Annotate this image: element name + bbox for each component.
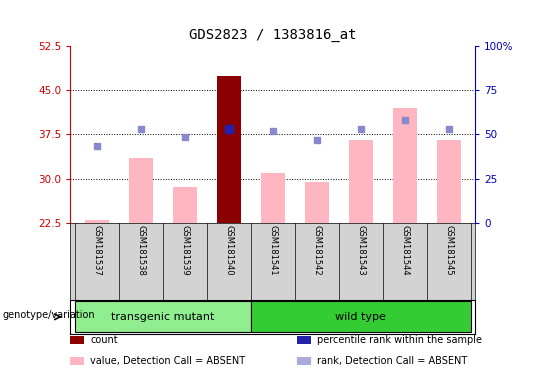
Text: GSM181537: GSM181537 xyxy=(92,225,101,276)
Point xyxy=(401,117,409,123)
Point xyxy=(224,126,233,132)
Bar xyxy=(75,301,251,332)
Bar xyxy=(217,76,241,223)
Point xyxy=(356,126,365,132)
Text: GSM181545: GSM181545 xyxy=(444,225,453,276)
Bar xyxy=(261,173,285,223)
Text: value, Detection Call = ABSENT: value, Detection Call = ABSENT xyxy=(90,356,245,366)
Bar xyxy=(217,76,241,223)
Bar xyxy=(437,140,461,223)
Bar xyxy=(393,108,417,223)
Bar xyxy=(349,140,373,223)
Text: GSM181538: GSM181538 xyxy=(136,225,145,276)
Point xyxy=(180,134,189,141)
Text: GSM181544: GSM181544 xyxy=(400,225,409,276)
Text: GSM181539: GSM181539 xyxy=(180,225,189,276)
Bar xyxy=(173,187,197,223)
Text: wild type: wild type xyxy=(335,312,386,322)
Text: percentile rank within the sample: percentile rank within the sample xyxy=(317,335,482,345)
Text: count: count xyxy=(90,335,118,345)
Point xyxy=(444,126,453,132)
Point xyxy=(313,137,321,143)
Text: GSM181542: GSM181542 xyxy=(312,225,321,276)
Title: GDS2823 / 1383816_at: GDS2823 / 1383816_at xyxy=(189,28,356,42)
Text: rank, Detection Call = ABSENT: rank, Detection Call = ABSENT xyxy=(317,356,467,366)
Text: GSM181543: GSM181543 xyxy=(356,225,365,276)
Point xyxy=(136,126,145,132)
Bar xyxy=(84,220,109,223)
Text: genotype/variation: genotype/variation xyxy=(3,310,96,320)
Point xyxy=(268,128,277,134)
Bar xyxy=(251,301,471,332)
Text: transgenic mutant: transgenic mutant xyxy=(111,312,214,322)
Text: GSM181541: GSM181541 xyxy=(268,225,277,276)
Point xyxy=(92,143,101,149)
Text: GSM181540: GSM181540 xyxy=(224,225,233,276)
Bar xyxy=(305,182,329,223)
Bar xyxy=(129,158,153,223)
